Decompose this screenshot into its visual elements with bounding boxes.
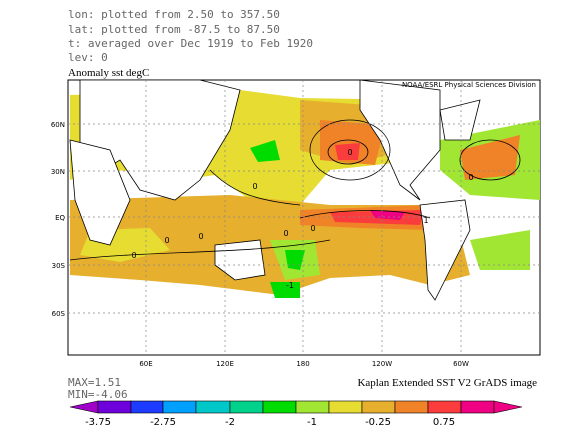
polygon bbox=[493, 400, 523, 414]
rect bbox=[97, 400, 132, 414]
shape bbox=[214, 239, 266, 281]
lat-label: 60S bbox=[52, 310, 66, 318]
contour-label: -1 bbox=[286, 281, 294, 290]
rect bbox=[328, 400, 363, 414]
shape bbox=[460, 135, 520, 180]
rect bbox=[162, 400, 197, 414]
contour-label: 0 bbox=[252, 182, 257, 191]
colorbar bbox=[69, 400, 523, 414]
contour-label: 0 bbox=[347, 148, 352, 157]
shape bbox=[335, 143, 360, 160]
rect bbox=[195, 400, 231, 414]
lon-label: 60E bbox=[139, 360, 152, 368]
colorbar-label: 0.75 bbox=[433, 417, 455, 428]
header-line: lon: plotted from 2.50 to 357.50 bbox=[68, 8, 280, 21]
land bbox=[69, 79, 481, 301]
rect bbox=[262, 400, 297, 414]
rect bbox=[130, 400, 164, 414]
header-line: lat: plotted from -87.5 to 87.50 bbox=[68, 23, 280, 36]
rect bbox=[427, 400, 462, 414]
credit: NOAA/ESRL Physical Sciences Division bbox=[402, 81, 536, 89]
lat-label: EQ bbox=[55, 214, 65, 222]
contour-label: 1 bbox=[423, 216, 428, 225]
grid bbox=[68, 80, 540, 355]
shape bbox=[69, 139, 131, 246]
colorbar-labels: -3.75 -2.75 -2 -1 -0.25 0.75 bbox=[85, 417, 455, 428]
polygon bbox=[69, 400, 99, 414]
header-line: lev: 0 bbox=[68, 51, 108, 64]
shape bbox=[470, 230, 530, 270]
lon-label: 60W bbox=[453, 360, 469, 368]
rect bbox=[394, 400, 429, 414]
colorbar-label: -1 bbox=[307, 417, 317, 428]
contour-label: 0 bbox=[164, 236, 169, 245]
rect bbox=[295, 400, 330, 414]
lon-label: 120W bbox=[372, 360, 392, 368]
lat-labels: 60N 30N EQ 30S 60S bbox=[51, 121, 66, 318]
shape bbox=[459, 139, 521, 181]
shape bbox=[439, 99, 481, 141]
colorbar-label: -2.75 bbox=[150, 417, 176, 428]
colorbar-label: -0.25 bbox=[365, 417, 391, 428]
shape bbox=[370, 210, 405, 220]
shape bbox=[299, 210, 431, 219]
contour-label: 0 bbox=[283, 229, 288, 238]
contour-label: 0 bbox=[131, 251, 136, 260]
shape bbox=[419, 199, 471, 301]
shape bbox=[320, 120, 385, 165]
lon-label: 180 bbox=[296, 360, 309, 368]
contour-label: 0 bbox=[468, 173, 473, 182]
contour-labels: 0 0 0 0 0 0 0 1 -1 0 bbox=[131, 148, 473, 290]
lat-label: 30S bbox=[52, 262, 66, 270]
shape bbox=[309, 119, 391, 181]
max-label: MAX=1.51 bbox=[68, 376, 121, 389]
header-line: t: averaged over Dec 1919 to Feb 1920 bbox=[68, 37, 313, 50]
shape bbox=[69, 239, 331, 261]
colorbar-label: -2 bbox=[225, 417, 235, 428]
caption: Kaplan Extended SST V2 GrADS image bbox=[357, 377, 537, 389]
contours bbox=[69, 119, 521, 261]
rect bbox=[460, 400, 495, 414]
shape bbox=[250, 140, 280, 162]
header: lon: plotted from 2.50 to 357.50 lat: pl… bbox=[68, 8, 313, 79]
contour-label: 0 bbox=[198, 232, 203, 241]
footer: MAX=1.51 MIN=-4.06 Kaplan Extended SST V… bbox=[68, 376, 537, 401]
rect bbox=[229, 400, 264, 414]
sst-field bbox=[70, 90, 540, 298]
map: NOAA/ESRL Physical Sciences Division 60N… bbox=[51, 79, 541, 368]
lat-label: 60N bbox=[51, 121, 65, 129]
shape bbox=[327, 139, 369, 165]
plot-title: Anomaly sst degC bbox=[68, 67, 149, 79]
colorbar-label: -3.75 bbox=[85, 417, 111, 428]
lon-label: 120E bbox=[216, 360, 234, 368]
rect bbox=[361, 400, 396, 414]
min-label: MIN=-4.06 bbox=[68, 388, 128, 401]
lat-label: 30N bbox=[51, 168, 65, 176]
lon-labels: 60E 120E 180 120W 60W bbox=[139, 360, 469, 368]
shape bbox=[270, 282, 300, 298]
shape bbox=[209, 169, 301, 206]
contour-label: 0 bbox=[310, 224, 315, 233]
